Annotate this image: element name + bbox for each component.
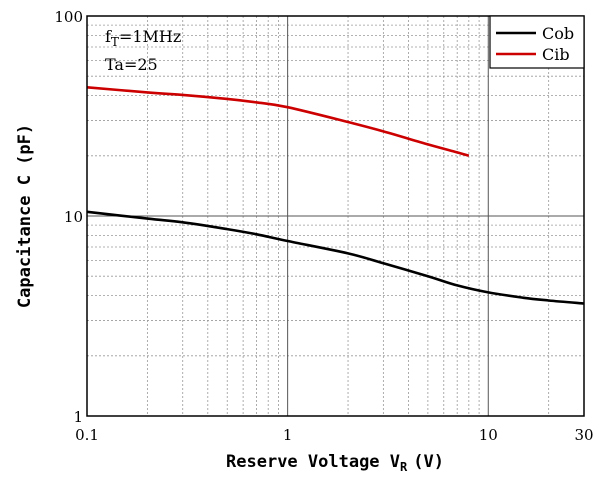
condition-annotation: fT=1MHz <box>105 27 181 49</box>
series-cob-line <box>86 210 585 305</box>
x-tick-label: 1 <box>283 426 293 444</box>
annotations: fT=1MHz Ta=25 <box>105 27 181 74</box>
y-tick-label: 100 <box>54 8 83 26</box>
y-tick-label: 10 <box>64 208 83 226</box>
plot-frame <box>86 15 585 417</box>
legend-box <box>489 15 585 69</box>
major-grid <box>87 16 584 416</box>
x-tick-label: 30 <box>574 426 593 444</box>
condition-annotation: Ta=25 <box>105 55 158 74</box>
x-axis-label: Reserve Voltage VR (V) <box>226 452 444 474</box>
series-layer <box>86 86 585 305</box>
x-tick-label: 10 <box>479 426 498 444</box>
legend-label-cob: Cob <box>542 24 574 43</box>
y-tick-label: 1 <box>73 408 83 426</box>
legend-label-cib: Cib <box>542 45 570 64</box>
y-axis-label: Capacitance C (pF) <box>15 124 35 308</box>
series-cib-line <box>86 86 470 158</box>
legend: Cob Cib <box>489 15 585 69</box>
x-tick-label: 0.1 <box>75 426 99 444</box>
